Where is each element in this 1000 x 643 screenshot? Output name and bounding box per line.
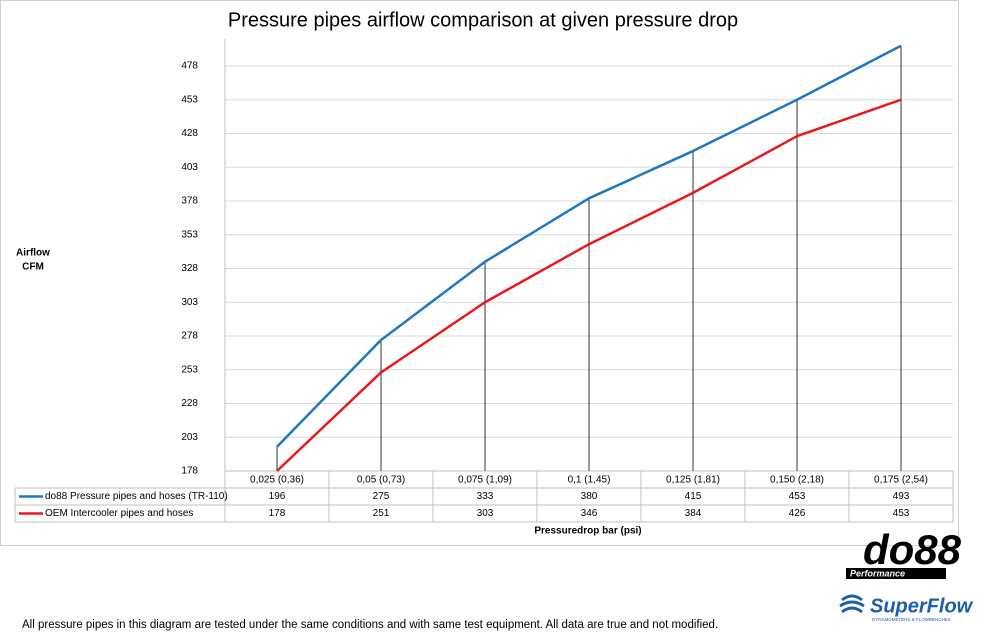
y-tick-label: 328 — [181, 263, 198, 274]
footnote: All pressure pipes in this diagram are t… — [22, 619, 718, 631]
y-tick-label: 478 — [181, 61, 198, 72]
x-tick-label: 0,150 (2,18) — [770, 475, 824, 486]
x-tick-label: 0,075 (1,09) — [458, 475, 512, 486]
legend-label: do88 Pressure pipes and hoses (TR-110) — [45, 491, 228, 502]
table-value: 426 — [789, 508, 806, 519]
y-tick-label: 278 — [181, 331, 198, 342]
logo-bar — [846, 568, 946, 579]
y-tick-label: 378 — [181, 196, 198, 207]
y-tick-label: 453 — [181, 94, 198, 105]
table-value: 384 — [685, 508, 702, 519]
x-tick-label: 0,025 (0,36) — [250, 475, 304, 486]
chart-frame — [0, 0, 959, 546]
y-tick-label: 428 — [181, 128, 198, 139]
logo-icon — [839, 594, 865, 614]
y-tick-label: 203 — [181, 432, 198, 443]
logo-subtext: DYNAMOMETERS & FLOWBENCHES — [872, 617, 951, 622]
table-value: 251 — [373, 508, 390, 519]
x-tick-label: 0,05 (0,73) — [357, 475, 405, 486]
y-tick-label: 403 — [181, 162, 198, 173]
y-tick-label: 303 — [181, 297, 198, 308]
logo-text: do88 — [863, 526, 962, 573]
logo-subtext: Performance — [850, 568, 905, 578]
x-tick-label: 0,1 (1,45) — [568, 475, 611, 486]
table-value: 493 — [893, 491, 910, 502]
x-tick-label: 0,175 (2,54) — [874, 475, 928, 486]
table-value: 453 — [789, 491, 806, 502]
table-value: 333 — [477, 491, 494, 502]
y-tick-label: 353 — [181, 229, 198, 240]
y-tick-label: 228 — [181, 398, 198, 409]
table-value: 415 — [685, 491, 702, 502]
table-value: 196 — [269, 491, 286, 502]
table-value: 453 — [893, 508, 910, 519]
logo-text: SuperFlow — [870, 595, 974, 617]
table-value: 275 — [373, 491, 390, 502]
legend-label: OEM Intercooler pipes and hoses — [45, 508, 193, 519]
table-value: 178 — [269, 508, 286, 519]
x-tick-label: 0,125 (1,81) — [666, 475, 720, 486]
superflow-logo: SuperFlow DYNAMOMETERS & FLOWBENCHES — [839, 594, 974, 622]
table-value: 303 — [477, 508, 494, 519]
y-axis-label: Airflow — [16, 248, 50, 259]
x-axis-label: Pressuredrop bar (psi) — [534, 526, 641, 537]
series-line — [276, 44, 902, 448]
series-line — [276, 98, 902, 472]
y-tick-label: 178 — [181, 466, 198, 477]
y-tick-label: 253 — [181, 364, 198, 375]
y-axis-label: CFM — [22, 262, 44, 273]
do88-logo: do88 Performance — [846, 526, 962, 579]
table-value: 346 — [581, 508, 598, 519]
chart-title: Pressure pipes airflow comparison at giv… — [228, 9, 738, 31]
table-value: 380 — [581, 491, 598, 502]
